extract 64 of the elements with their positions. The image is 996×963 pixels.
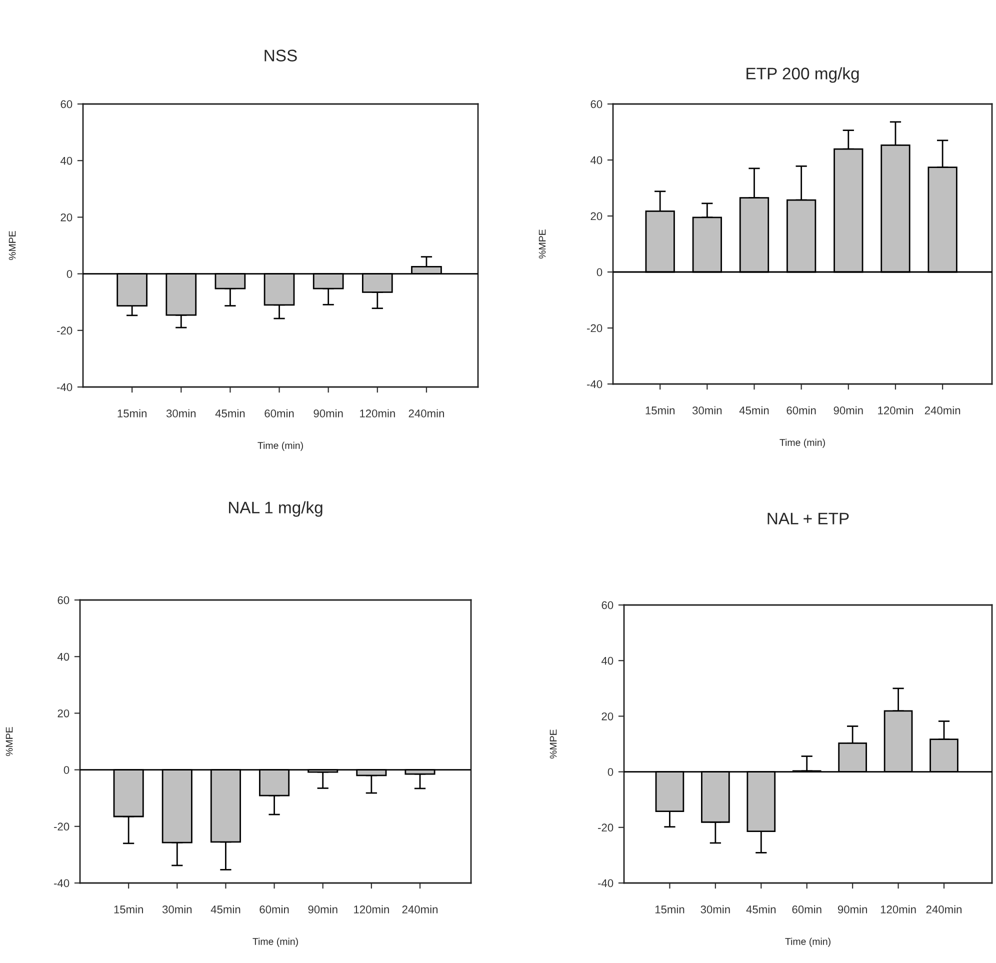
x-tick-label: 15min	[655, 905, 684, 914]
y-tick-label: 40	[57, 652, 70, 661]
y-tick-label: -40	[54, 879, 70, 888]
y-tick-label: 20	[590, 212, 602, 220]
y-tick-label: 60	[590, 100, 602, 108]
x-tick-label: 120min	[354, 905, 389, 914]
y-tick-label: 60	[602, 601, 614, 610]
y-tick-label: 0	[596, 268, 602, 276]
y-tick-label: 20	[602, 712, 614, 720]
chart-title: NAL 1 mg/kg	[229, 501, 322, 517]
x-tick-label: 45min	[746, 905, 776, 914]
x-tick-label: 60min	[260, 905, 289, 914]
x-axis-title: Time (min)	[252, 938, 298, 947]
y-axis-title: %MPE	[8, 231, 16, 260]
x-axis-title: Time (min)	[258, 442, 303, 451]
x-tick-label: 45min	[215, 409, 245, 418]
x-tick-label: 90min	[308, 905, 338, 914]
x-tick-label: 30min	[692, 406, 722, 414]
x-tick-label: 120min	[878, 406, 913, 414]
x-tick-label: 30min	[700, 905, 730, 914]
x-axis-title: Time (min)	[780, 438, 825, 448]
x-tick-label: 60min	[786, 406, 816, 414]
y-tick-label: 20	[58, 709, 70, 718]
y-axis-title: %MPE	[550, 730, 557, 759]
y-tick-label: 0	[608, 768, 614, 776]
y-axis-title: %MPE	[538, 230, 546, 259]
x-tick-label: 45min	[210, 905, 240, 914]
y-tick-label: 20	[60, 213, 72, 222]
y-tick-label: -40	[587, 380, 602, 388]
x-tick-label: 240min	[926, 905, 962, 914]
y-tick-label: 40	[590, 156, 602, 164]
x-tick-label: 30min	[166, 409, 196, 418]
y-tick-label: 40	[60, 156, 72, 165]
x-axis-title: Time (min)	[785, 938, 830, 947]
x-tick-label: 15min	[646, 406, 674, 414]
y-tick-label: 40	[601, 656, 614, 665]
x-tick-label: 240min	[924, 406, 960, 414]
x-tick-label: 120min	[360, 409, 395, 418]
y-tick-label: 0	[66, 270, 72, 278]
x-tick-label: 120min	[880, 905, 916, 914]
x-tick-label: 240min	[402, 905, 438, 914]
x-tick-label: 15min	[118, 409, 146, 418]
x-tick-label: 240min	[408, 409, 444, 418]
x-tick-label: 90min	[834, 406, 863, 414]
x-tick-label: 90min	[314, 409, 343, 418]
x-tick-label: 15min	[114, 905, 143, 914]
x-tick-label: 60min	[264, 409, 294, 418]
chart-title: ETP 200 mg/kg	[746, 67, 859, 83]
y-axis-title: %MPE	[6, 727, 13, 756]
chart-title: NSS	[264, 50, 297, 62]
y-tick-label: -40	[57, 383, 72, 392]
y-tick-label: -20	[57, 326, 72, 335]
x-tick-label: 60min	[792, 905, 822, 914]
y-tick-label: -40	[598, 879, 614, 888]
y-tick-label: -20	[598, 824, 614, 832]
x-tick-label: 90min	[838, 905, 867, 914]
y-tick-label: -20	[54, 822, 70, 831]
y-tick-label: 60	[60, 100, 72, 108]
y-tick-label: 0	[64, 766, 70, 774]
chart-title: NAL + ETP	[768, 512, 849, 524]
y-tick-label: 60	[58, 596, 70, 604]
y-tick-label: -20	[587, 324, 602, 332]
x-tick-label: 45min	[739, 406, 769, 414]
x-tick-label: 30min	[162, 905, 192, 914]
